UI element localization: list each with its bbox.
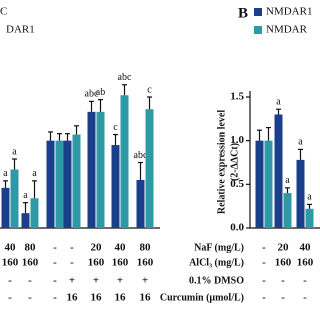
bar [10, 169, 19, 228]
x-row-label: 160 [275, 257, 292, 269]
x-row-label: + [69, 275, 75, 287]
legend-swatch [254, 8, 262, 16]
x-row-label: 160 [112, 257, 129, 269]
significance-letter: a [276, 97, 281, 108]
x-row-label: - [53, 292, 57, 304]
x-row-label: + [117, 275, 123, 287]
x-row-label: + [142, 275, 148, 287]
legend-label: C [0, 6, 7, 18]
legend-label: DAR1 [6, 24, 35, 36]
bar [136, 179, 145, 228]
x-row-label: - [8, 292, 12, 304]
bar [296, 159, 305, 228]
x-row-name: AlCl₃ (mg/L) [189, 257, 244, 268]
significance-letter: ab [96, 87, 105, 98]
x-row-label: - [53, 257, 57, 269]
bar [120, 95, 129, 229]
x-row-label: - [53, 242, 57, 254]
bar [96, 111, 105, 228]
x-row-label: - [281, 292, 285, 304]
x-row-name: 0.1% DMSO [189, 275, 244, 286]
x-row-label: 160 [137, 257, 154, 269]
y-tick-label: 1.5 [230, 91, 244, 103]
y-tick-label: 0.0 [230, 222, 244, 234]
panel-label: B [238, 5, 248, 21]
x-row-name: Curcumin (μmol/L) [160, 292, 244, 303]
bar [72, 134, 81, 228]
x-row-label: - [53, 275, 57, 287]
bar [30, 198, 39, 228]
x-row-label: - [303, 275, 307, 287]
y-axis-label: Relative expression level [216, 110, 227, 214]
x-row-label: 16 [67, 292, 79, 304]
x-row-label: 40 [300, 242, 312, 254]
significance-letter: a [23, 190, 28, 201]
x-row-label: - [262, 292, 266, 304]
significance-letter: a [32, 168, 37, 179]
bar [87, 111, 96, 228]
x-row-label: 80 [25, 242, 37, 254]
x-row-label: - [262, 275, 266, 287]
bar [46, 140, 55, 228]
x-row-label: 20 [91, 242, 103, 254]
bar [305, 208, 314, 228]
x-row-label: - [281, 275, 285, 287]
bar [55, 140, 64, 228]
significance-letter: a [3, 168, 8, 179]
y-tick-label: 1.0 [230, 134, 244, 146]
y-axis-unit: (2-ΔΔCt) [229, 143, 240, 181]
legend-label: NMDAR [266, 24, 308, 36]
x-row-label: 160 [22, 257, 39, 269]
x-row-label: - [8, 275, 12, 287]
x-row-label: + [93, 275, 99, 287]
legend-swatch [254, 26, 262, 34]
x-row-label: 160 [297, 257, 314, 269]
x-row-label: 160 [2, 257, 19, 269]
x-row-label: 16 [91, 292, 103, 304]
significance-letter: abc [134, 150, 148, 161]
bar [145, 109, 154, 228]
x-row-label: 16 [140, 292, 152, 304]
bar [1, 187, 10, 228]
significance-letter: a [298, 137, 303, 148]
x-row-label: - [28, 292, 32, 304]
x-row-name: NaF (mg/L) [194, 242, 244, 253]
bar [274, 114, 283, 228]
x-row-label: - [28, 275, 32, 287]
significance-letter: a [285, 175, 290, 186]
significance-letter: abc [118, 72, 132, 83]
x-row-label: - [303, 292, 307, 304]
bar [21, 213, 30, 228]
bar [283, 193, 292, 228]
x-row-label: 40 [5, 242, 17, 254]
significance-letter: a [12, 146, 17, 157]
bar [255, 140, 264, 228]
significance-letter: c [147, 84, 152, 95]
x-row-label: - [70, 257, 74, 269]
x-row-label: 20 [278, 242, 290, 254]
legend-label: NMDAR1 [266, 6, 312, 18]
x-row-label: - [262, 257, 266, 269]
x-row-label: 160 [88, 257, 105, 269]
x-row-label: 40 [115, 242, 127, 254]
significance-letter: abc [85, 89, 99, 100]
y-tick-label: 0.5 [230, 178, 244, 190]
significance-letter: c [113, 122, 118, 133]
x-row-label: - [262, 242, 266, 254]
bar [264, 140, 273, 228]
bar [63, 140, 72, 228]
x-row-label: - [70, 242, 74, 254]
bar [111, 145, 120, 228]
significance-letter: a [307, 192, 312, 203]
x-row-label: 16 [115, 292, 127, 304]
x-row-label: 80 [140, 242, 152, 254]
